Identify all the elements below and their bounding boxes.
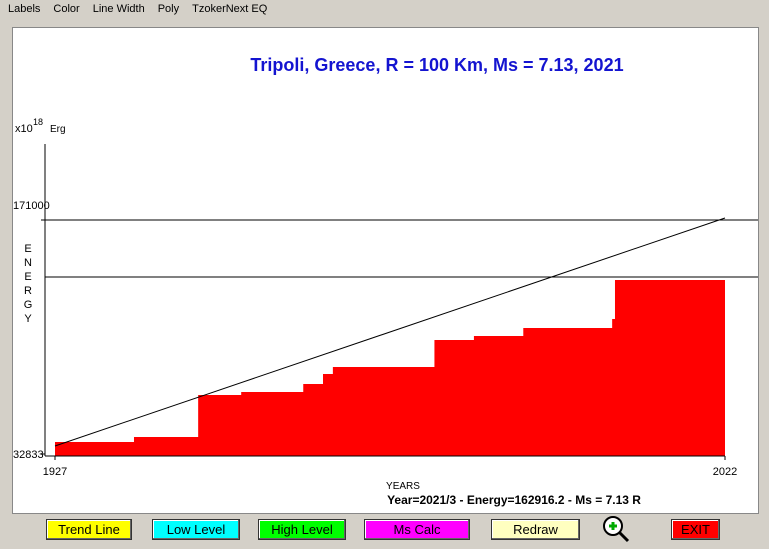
- button[interactable]: Ms Calc: [364, 519, 470, 540]
- y-axis-label: R: [24, 285, 32, 297]
- zoom-button[interactable]: [600, 514, 632, 544]
- y-tick-label: 32833: [13, 449, 44, 461]
- menu-bar: Labels Color Line Width Poly TzokerNext EQ: [0, 0, 769, 18]
- y-axis-label: Y: [24, 313, 32, 325]
- x-tick-label: 1927: [43, 466, 67, 478]
- y-axis-label: G: [24, 299, 33, 311]
- chart-title: Tripoli, Greece, R = 100 Km, Ms = 7.13, …: [250, 55, 623, 75]
- button[interactable]: Redraw: [491, 519, 580, 540]
- menu-item[interactable]: Line Width: [92, 3, 145, 15]
- y-tick-label: 171000: [13, 200, 50, 212]
- y-axis-label: E: [24, 243, 31, 255]
- trend-line: [54, 217, 726, 447]
- y-axis-label: E: [24, 271, 31, 283]
- x-axis-label: YEARS: [386, 481, 420, 492]
- menu-item[interactable]: Color: [53, 3, 80, 15]
- energy-area: [55, 279, 725, 456]
- status: Year=2021/3 - Energy=162916.2 - Ms = 7.1…: [387, 493, 641, 507]
- chart: Tripoli, Greece, R = 100 Km, Ms = 7.13, …: [12, 27, 759, 514]
- x-tick-label: 2022: [713, 466, 737, 478]
- button[interactable]: High Level: [258, 519, 346, 540]
- unit: Erg: [50, 124, 66, 135]
- menu-item[interactable]: Poly: [157, 3, 180, 15]
- menu-item[interactable]: TzokerNext EQ: [192, 3, 268, 15]
- button[interactable]: EXIT: [671, 519, 720, 540]
- button[interactable]: Trend Line: [46, 519, 132, 540]
- y-axis-label: N: [24, 257, 32, 269]
- unit-prefix: x10: [15, 123, 33, 135]
- menu-item[interactable]: Labels: [8, 3, 41, 15]
- unit-exponent: 18: [33, 117, 43, 127]
- button[interactable]: Low Level: [152, 519, 240, 540]
